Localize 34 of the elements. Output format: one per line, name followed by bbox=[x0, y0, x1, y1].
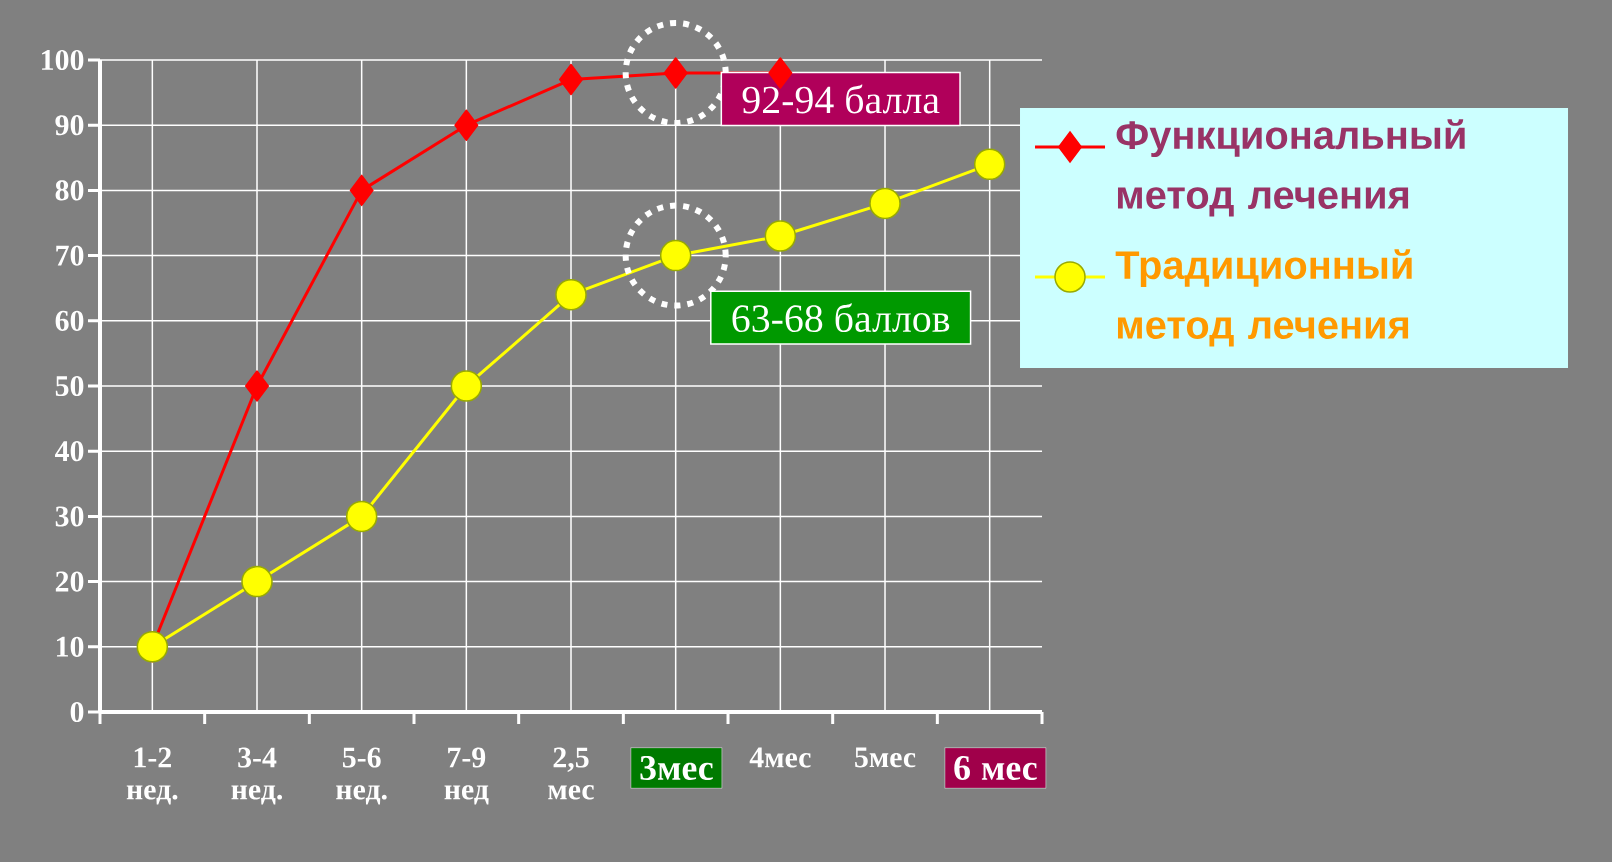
x-tick-label: 4мес bbox=[749, 747, 811, 768]
point bbox=[241, 565, 273, 598]
point bbox=[345, 500, 378, 533]
y-tick-label: 0 bbox=[70, 701, 84, 723]
point bbox=[136, 631, 169, 663]
point bbox=[973, 148, 1006, 181]
point bbox=[349, 174, 374, 207]
y-tick-label: 50 bbox=[55, 375, 84, 397]
y-tick-label: 70 bbox=[56, 245, 84, 266]
x-tick-label: 7-9 нед bbox=[444, 747, 489, 805]
y-tick-label: 90 bbox=[55, 115, 84, 136]
y-tick-label: 60 bbox=[55, 310, 84, 331]
point bbox=[869, 187, 901, 220]
x-tick-label: 1-2 нед. bbox=[126, 747, 178, 805]
y-tick-label: 10 bbox=[56, 636, 84, 657]
annotation: 63-68 баллов bbox=[732, 303, 950, 333]
x-tick-label: 5-6 нед. bbox=[336, 747, 387, 805]
legend-label: Функциональный метод лечения bbox=[1116, 119, 1465, 217]
y-tick-label: 20 bbox=[55, 571, 84, 592]
legend-label: Традиционный метод лечения bbox=[1115, 249, 1412, 347]
point bbox=[764, 220, 797, 252]
point bbox=[454, 109, 479, 141]
y-tick-label: 100 bbox=[42, 49, 84, 71]
annotation: 92-94 балла bbox=[742, 84, 940, 114]
point bbox=[245, 370, 269, 402]
y-tick-label: 80 bbox=[55, 180, 84, 201]
point bbox=[559, 63, 584, 96]
point bbox=[555, 278, 587, 311]
y-tick-label: 30 bbox=[55, 506, 84, 527]
x-tick-label: 5мес bbox=[855, 747, 916, 768]
y-tick-label: 40 bbox=[55, 441, 84, 462]
point bbox=[450, 370, 483, 402]
x-tick-label: 3-4 нед. bbox=[231, 747, 283, 805]
x-tick-label: 2,5 мес bbox=[548, 747, 594, 800]
